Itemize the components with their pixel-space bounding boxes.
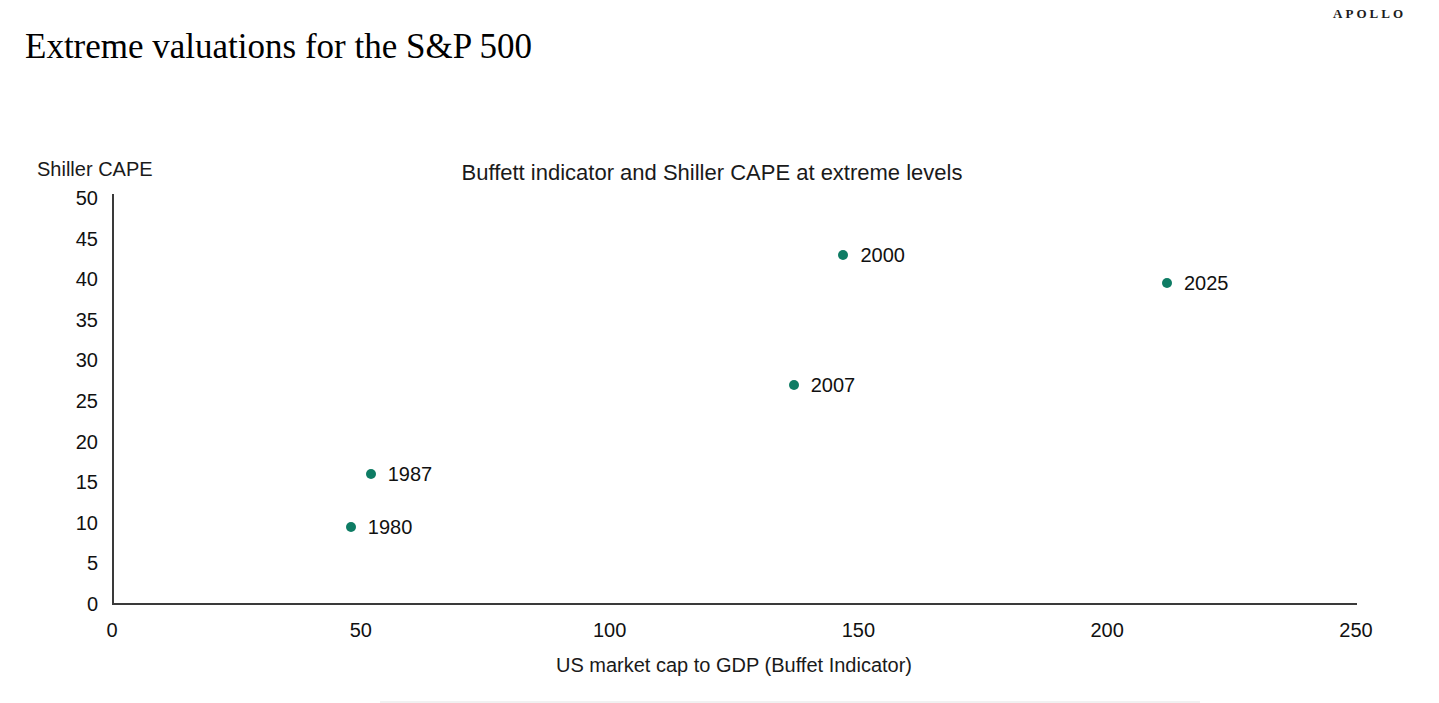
y-axis-line xyxy=(112,194,114,604)
y-axis-title: Shiller CAPE xyxy=(37,158,153,181)
x-axis-tick-label: 50 xyxy=(331,620,391,640)
x-axis-line xyxy=(112,603,1357,605)
data-point-dot xyxy=(838,250,848,260)
data-point-label: 1980 xyxy=(368,517,413,537)
x-axis-title: US market cap to GDP (Buffet Indicator) xyxy=(112,654,1356,677)
data-point-dot xyxy=(1162,278,1172,288)
y-axis-tick-label: 40 xyxy=(58,269,98,289)
y-axis-tick-label: 15 xyxy=(58,472,98,492)
x-axis-tick-label: 100 xyxy=(580,620,640,640)
x-axis-tick-label: 0 xyxy=(82,620,142,640)
chart-title: Buffett indicator and Shiller CAPE at ex… xyxy=(112,160,1312,186)
y-axis-tick-label: 35 xyxy=(58,310,98,330)
y-axis-tick-label: 10 xyxy=(58,513,98,533)
y-axis-tick-label: 0 xyxy=(58,594,98,614)
report-page: APOLLO Extreme valuations for the S&P 50… xyxy=(0,0,1439,703)
apollo-logo: APOLLO xyxy=(1333,6,1406,22)
y-axis-tick-label: 25 xyxy=(58,391,98,411)
data-point-label: 2007 xyxy=(811,375,856,395)
page-title: Extreme valuations for the S&P 500 xyxy=(25,27,532,67)
data-point-dot xyxy=(789,380,799,390)
y-axis-tick-label: 5 xyxy=(58,553,98,573)
data-point-dot xyxy=(366,469,376,479)
data-point-label: 1987 xyxy=(388,464,433,484)
x-axis-tick-label: 250 xyxy=(1326,620,1386,640)
y-axis-tick-label: 20 xyxy=(58,432,98,452)
y-axis-tick-label: 50 xyxy=(58,188,98,208)
y-axis-tick-label: 45 xyxy=(58,229,98,249)
x-axis-tick-label: 200 xyxy=(1077,620,1137,640)
data-point-dot xyxy=(346,522,356,532)
y-axis-tick-label: 30 xyxy=(58,350,98,370)
data-point-label: 2000 xyxy=(860,245,905,265)
x-axis-tick-label: 150 xyxy=(828,620,888,640)
data-point-label: 2025 xyxy=(1184,273,1229,293)
